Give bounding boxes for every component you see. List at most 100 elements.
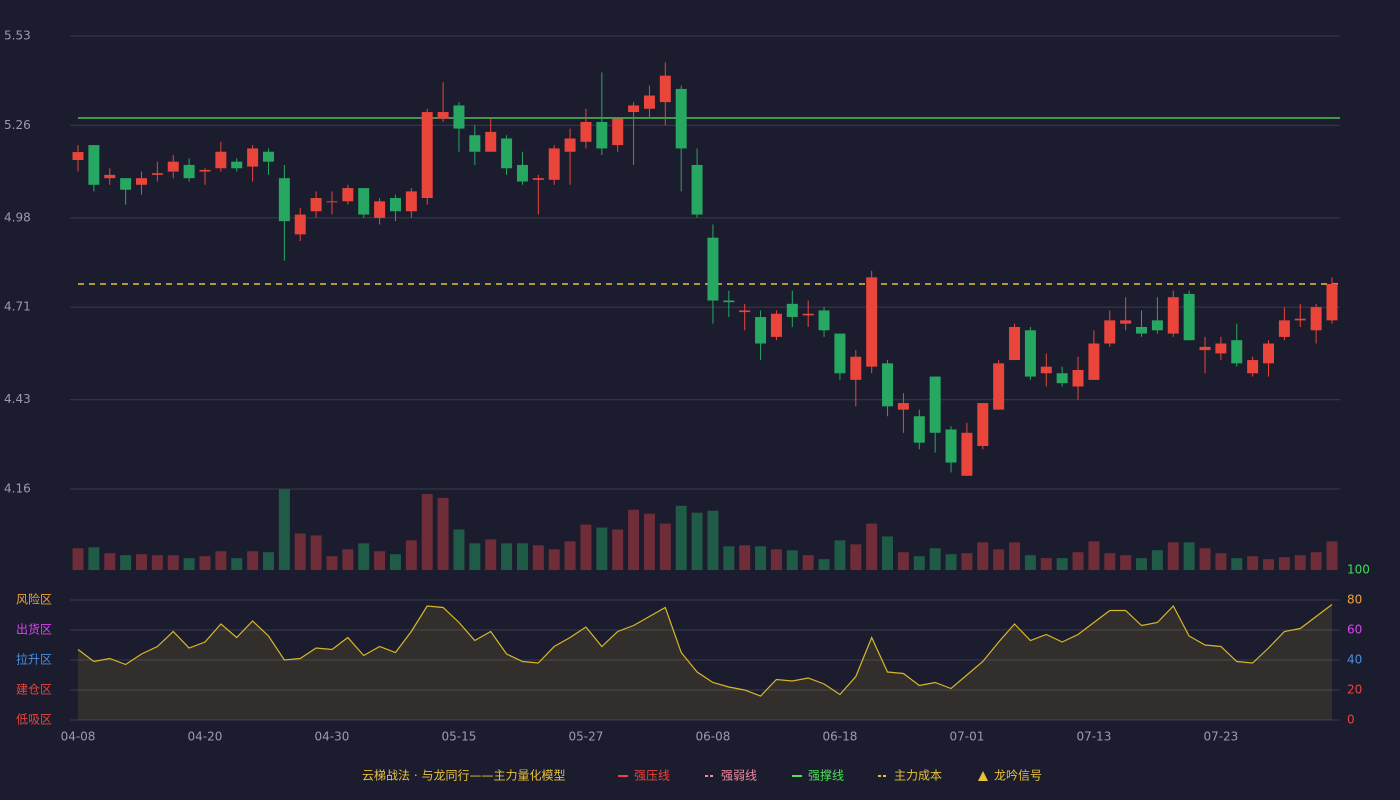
volume-bar bbox=[723, 546, 735, 570]
candle-body bbox=[548, 148, 560, 180]
candle-body bbox=[199, 169, 211, 172]
volume-bar bbox=[1231, 558, 1243, 570]
candle-body bbox=[818, 310, 830, 331]
candle-body bbox=[866, 277, 878, 367]
volume-bar bbox=[1151, 550, 1163, 570]
volume-bar bbox=[548, 549, 560, 570]
candle-body bbox=[1009, 326, 1021, 361]
volume-bar bbox=[802, 555, 814, 570]
candle-body bbox=[1278, 320, 1290, 337]
volume-bar bbox=[453, 529, 465, 570]
candle-body bbox=[643, 95, 655, 109]
candle-body bbox=[612, 118, 624, 146]
volume-bar bbox=[993, 549, 1005, 570]
candle-body bbox=[532, 178, 544, 180]
volume-bar bbox=[437, 497, 449, 570]
volume-bar bbox=[1120, 555, 1132, 570]
volume-bar bbox=[421, 493, 433, 570]
volume-bar bbox=[961, 553, 973, 570]
volume-bar bbox=[564, 541, 576, 570]
zone-label: 建仓区 bbox=[16, 683, 52, 697]
volume-bar bbox=[532, 545, 544, 570]
candle-body bbox=[755, 317, 767, 344]
volume-bar bbox=[374, 551, 386, 570]
candle-body bbox=[167, 161, 179, 172]
candle-body bbox=[1215, 343, 1227, 354]
candle-body bbox=[1231, 340, 1243, 364]
candle-body bbox=[564, 138, 576, 152]
candle-body bbox=[1183, 293, 1195, 341]
volume-bar bbox=[850, 544, 862, 570]
legend-marker bbox=[978, 771, 988, 781]
volume-bar bbox=[405, 540, 417, 570]
candle-body bbox=[135, 178, 147, 185]
volume-bar bbox=[1040, 558, 1052, 570]
candle-body bbox=[1151, 320, 1163, 331]
volume-bar bbox=[167, 555, 179, 570]
volume-bar bbox=[913, 556, 925, 570]
volume-bar bbox=[866, 523, 878, 570]
candle-body bbox=[707, 237, 719, 301]
volume-bar bbox=[247, 551, 259, 570]
x-tick-label: 05-15 bbox=[442, 730, 477, 744]
volume-bar bbox=[278, 489, 290, 570]
volume-bar bbox=[1056, 558, 1068, 570]
candle-body bbox=[1056, 373, 1068, 384]
candle-body bbox=[897, 403, 909, 410]
volume-bar bbox=[231, 558, 243, 570]
candle-body bbox=[151, 173, 163, 175]
candle-body bbox=[1247, 360, 1259, 374]
candle-body bbox=[262, 151, 274, 162]
indicator-line bbox=[77, 604, 1333, 697]
volume-bar bbox=[183, 558, 195, 570]
candle-body bbox=[437, 112, 449, 119]
candle-body bbox=[1072, 369, 1084, 387]
volume-bar bbox=[1247, 556, 1259, 570]
y-tick-label: 4.71 bbox=[4, 300, 31, 314]
volume-bar bbox=[1215, 553, 1227, 570]
volume-bar bbox=[1310, 552, 1322, 570]
candle-body bbox=[183, 164, 195, 179]
candle-body bbox=[945, 429, 957, 463]
volume-bar bbox=[104, 553, 116, 570]
volume-bar bbox=[628, 509, 640, 570]
volume-bar bbox=[485, 539, 497, 570]
volume-bar bbox=[945, 554, 957, 570]
x-tick-label: 04-30 bbox=[315, 730, 350, 744]
volume-bar bbox=[755, 546, 767, 570]
volume-bar bbox=[326, 556, 338, 570]
candle-body bbox=[675, 88, 687, 149]
candle-body bbox=[1167, 297, 1179, 334]
candle-body bbox=[421, 112, 433, 199]
legend-label: 龙吟信号 bbox=[994, 768, 1042, 783]
y-tick-label: 4.43 bbox=[4, 392, 31, 406]
volume-bar bbox=[1024, 555, 1036, 570]
candle-body bbox=[294, 214, 306, 235]
y2-tick-label: 100 bbox=[1347, 563, 1370, 577]
volume-bar bbox=[72, 548, 84, 570]
candle-body bbox=[1294, 318, 1306, 321]
candle-body bbox=[72, 152, 84, 160]
x-tick-label: 04-20 bbox=[188, 730, 223, 744]
volume-bar bbox=[770, 549, 782, 570]
candle-body bbox=[88, 145, 100, 185]
candle-body bbox=[1326, 283, 1338, 321]
candle-body bbox=[580, 121, 592, 142]
zone-label: 拉升区 bbox=[16, 652, 52, 667]
candle-body bbox=[485, 131, 497, 152]
y2-tick-label: 40 bbox=[1347, 653, 1362, 667]
legend-label: 强弱线 bbox=[721, 769, 757, 783]
volume-bar bbox=[659, 523, 671, 570]
candle-body bbox=[882, 363, 894, 407]
x-tick-label: 06-08 bbox=[695, 730, 730, 744]
candle-body bbox=[834, 333, 846, 374]
candle-body bbox=[739, 310, 751, 313]
volume-bar bbox=[739, 545, 751, 570]
x-tick-label: 07-13 bbox=[1076, 730, 1111, 744]
zone-label: 风险区 bbox=[16, 592, 52, 607]
volume-bar bbox=[1263, 559, 1275, 570]
candle-body bbox=[358, 188, 370, 215]
volume-bar bbox=[643, 513, 655, 570]
candle-body bbox=[723, 300, 735, 303]
